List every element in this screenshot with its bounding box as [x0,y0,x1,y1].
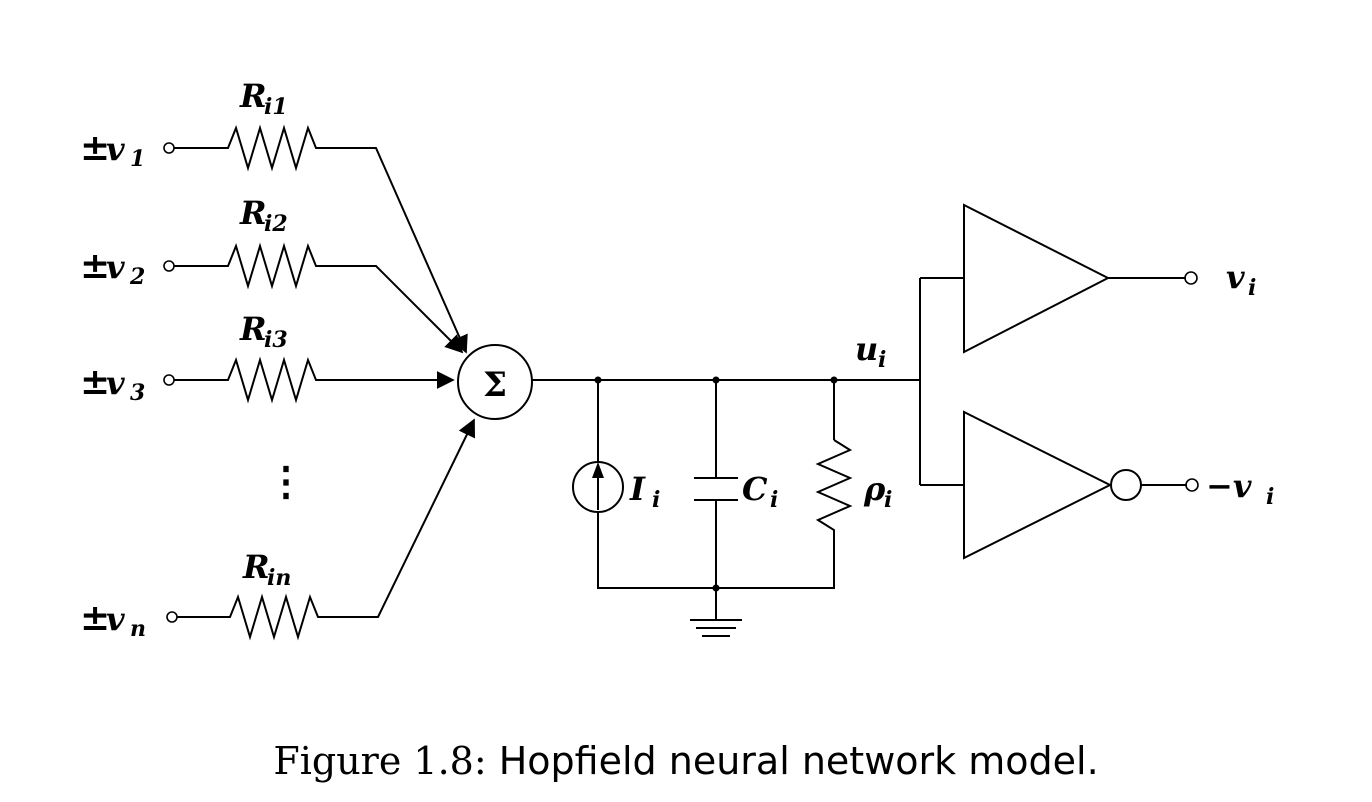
node-label-u-sub: i [878,347,886,373]
input-row-1: ± v 1 R i1 [80,77,468,354]
resistor-3-label: R [239,310,267,348]
output-pos-sub: i [1248,275,1256,301]
output-neg-terminal [1185,478,1199,492]
amplifier-top-triangle [963,203,1111,354]
resistor-1-sub: i1 [264,94,288,120]
input-n-sub: n [130,616,146,642]
capacitor-label: C [742,470,768,508]
output-pos-label: v [1226,258,1245,296]
input-3-sub: 3 [130,380,145,406]
amplifier-noninverting: v i [963,203,1256,354]
input-1-wire [174,124,468,354]
inputs-ellipsis: ⋮ [266,458,306,505]
resistor-2-label: R [239,194,267,232]
input-1-terminal [163,142,175,154]
capacitor-plates [694,477,738,501]
input-2-terminal [163,260,175,272]
input-n-var: v [106,600,125,638]
resistor-rho-label: ρ [863,470,886,508]
input-2-var: v [106,248,125,286]
current-source: I i [572,380,835,589]
input-n-wire [177,418,475,641]
figure-caption-text: Hopfield neural network model. [499,739,1099,783]
input-1-sign: ± [80,127,110,169]
input-2-sub: 2 [129,264,145,290]
input-n-terminal [166,611,178,623]
ground-symbol [690,584,742,637]
input-2-sign: ± [80,245,110,287]
resistor-2-sub: i2 [264,211,288,237]
input-row-n: ± v n R in [80,418,475,642]
input-3-sign: ± [80,361,110,403]
figure-caption: Figure 1.8: Hopfield neural network mode… [273,739,1098,783]
amplifier-bottom-triangle [963,410,1113,560]
input-1-sub: 1 [130,146,145,172]
inverter-bubble [1110,469,1142,501]
resistor-n-label: R [242,548,270,586]
resistor-3-sub: i3 [264,327,288,353]
output-neg-sub: i [1266,484,1274,510]
ground-lines [690,588,742,637]
input-2-wire [174,242,464,354]
input-n-sign: ± [80,597,110,639]
node-label-u: u [855,330,878,368]
resistor-rho: ρ i [815,439,892,540]
input-row-2: ± v 2 R i2 [80,194,464,354]
summing-symbol: Σ [483,365,507,405]
current-source-arrowhead [592,462,604,478]
input-3-wire [174,356,455,404]
input-3-terminal [163,374,175,386]
output-pos-terminal [1184,271,1198,285]
resistor-n-sub: in [267,565,291,591]
input-row-3: ± v 3 R i3 [80,310,455,406]
current-source-label: I [629,470,646,508]
amplifier-inverting: −v i [963,410,1274,560]
summing-node [457,344,533,420]
current-source-sub: i [652,487,660,513]
amplifier-feed-wires [919,277,964,486]
capacitor: C i [694,470,778,513]
capacitor-sub: i [770,487,778,513]
input-3-var: v [106,364,125,402]
input-1-var: v [106,130,125,168]
resistor-rho-sub: i [884,487,892,513]
resistor-rho-zigzag [815,439,853,540]
output-neg-label: −v [1206,467,1252,505]
figure-number: Figure 1.8: [273,739,486,783]
resistor-1-label: R [239,77,267,115]
